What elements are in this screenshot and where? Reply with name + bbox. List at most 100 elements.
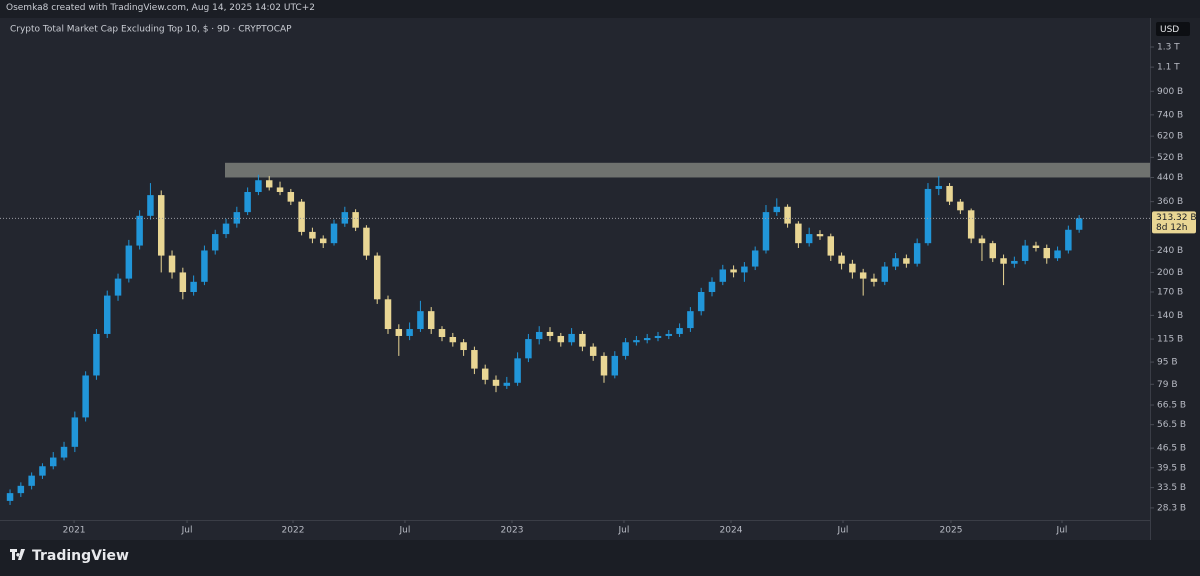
candle-body — [352, 212, 359, 228]
candle-body — [1043, 247, 1050, 259]
y-tick-label: 95 B — [1157, 358, 1178, 368]
candle-body — [363, 227, 370, 256]
x-tick-label: 2024 — [720, 526, 743, 536]
candle-body — [892, 258, 899, 267]
candle-body — [827, 236, 835, 256]
candle-body — [287, 191, 295, 202]
candle-body — [71, 417, 79, 447]
candle-body — [427, 311, 435, 330]
y-tick-label: 56.5 B — [1157, 420, 1186, 430]
y-tick-label: 440 B — [1157, 173, 1183, 183]
y-tick-label: 740 B — [1157, 110, 1183, 120]
candle-body — [492, 379, 500, 386]
x-tick-label: 2021 — [63, 526, 86, 536]
y-tick-label: 46.5 B — [1157, 444, 1186, 454]
candle-body — [233, 212, 241, 224]
candle-body — [989, 243, 997, 259]
candle-body — [773, 206, 781, 213]
candle-body — [708, 281, 716, 292]
candle-body — [957, 201, 964, 211]
candle-body — [395, 329, 403, 336]
y-tick-label: 28.3 B — [1157, 503, 1186, 513]
y-tick-label: 140 B — [1157, 311, 1183, 321]
candle-body — [719, 269, 727, 282]
y-tick-label: 240 B — [1157, 246, 1183, 256]
x-tick-label: Jul — [1056, 526, 1068, 536]
candle-body — [417, 311, 424, 330]
y-tick-label: 620 B — [1157, 132, 1183, 142]
candle-body — [406, 329, 413, 336]
candle-body — [805, 234, 813, 244]
candle-body — [168, 255, 176, 273]
candle-body — [795, 223, 802, 244]
candle-body — [967, 210, 975, 239]
x-tick-label: Jul — [181, 526, 193, 536]
chart: USD Crypto Total Market Cap Excluding To… — [0, 18, 1200, 540]
header: Osemka8 created with TradingView.com, Au… — [6, 3, 315, 13]
candle-body — [611, 355, 619, 376]
candle-body — [1065, 229, 1072, 251]
candle-body — [201, 250, 208, 282]
currency-box — [1156, 22, 1190, 36]
candle-body — [535, 331, 543, 340]
candle-body — [589, 346, 597, 356]
candle-body — [438, 329, 446, 337]
candle-body — [579, 333, 586, 347]
candle-body — [741, 266, 748, 273]
candle-body — [546, 331, 554, 336]
candle-body — [751, 250, 759, 267]
candle-body — [622, 342, 629, 356]
candle-body — [114, 278, 122, 296]
last-price-tag — [1152, 211, 1196, 234]
candle-body — [384, 299, 392, 330]
countdown: 8d 12h — [1156, 223, 1187, 233]
candle-body — [903, 258, 910, 264]
candle-body — [17, 485, 25, 494]
y-tick-label: 200 B — [1157, 268, 1183, 278]
x-tick-label: Jul — [399, 526, 411, 536]
candle-body — [600, 355, 608, 376]
y-tick-label: 1.1 T — [1157, 63, 1180, 73]
candle-body — [136, 215, 143, 246]
price-axis-bg — [1151, 18, 1200, 540]
candle-body — [1021, 245, 1029, 261]
candle-body — [179, 272, 187, 292]
candle-body — [687, 311, 694, 329]
candle-body — [276, 187, 284, 192]
currency: USD — [1160, 25, 1179, 35]
candle-body — [935, 185, 943, 189]
candle-body — [503, 382, 511, 386]
candle-body — [93, 333, 100, 376]
candle-body — [557, 335, 565, 343]
candle-body — [265, 180, 273, 188]
y-tick-label: 170 B — [1157, 287, 1183, 297]
candle-body — [39, 466, 46, 476]
candle-body — [28, 475, 35, 486]
candle-body — [816, 234, 824, 237]
candle-body — [255, 180, 262, 192]
candle-body — [319, 238, 327, 244]
candle-body — [913, 243, 921, 264]
candle-body — [859, 272, 867, 279]
candle-body — [82, 375, 89, 418]
last-price-label: 313.32 B — [1156, 213, 1197, 223]
candle-body — [633, 340, 640, 343]
y-tick-label: 360 B — [1157, 197, 1183, 207]
candle-body — [978, 238, 986, 244]
candle-body — [838, 255, 845, 264]
candle-body — [1075, 218, 1083, 230]
candle-body — [654, 335, 662, 339]
candle-body — [676, 328, 683, 334]
candle-body — [481, 368, 489, 380]
candle-body — [1000, 258, 1007, 264]
y-tick-label: 1.3 T — [1157, 43, 1180, 53]
candle-body — [568, 333, 575, 343]
y-tick-label: 520 B — [1157, 153, 1183, 163]
candle-body — [103, 295, 111, 334]
x-tick-label: 2025 — [940, 526, 963, 536]
candle-body — [1032, 245, 1040, 248]
candle-body — [665, 333, 673, 336]
candle-body — [157, 195, 165, 256]
candle-body — [514, 358, 521, 383]
